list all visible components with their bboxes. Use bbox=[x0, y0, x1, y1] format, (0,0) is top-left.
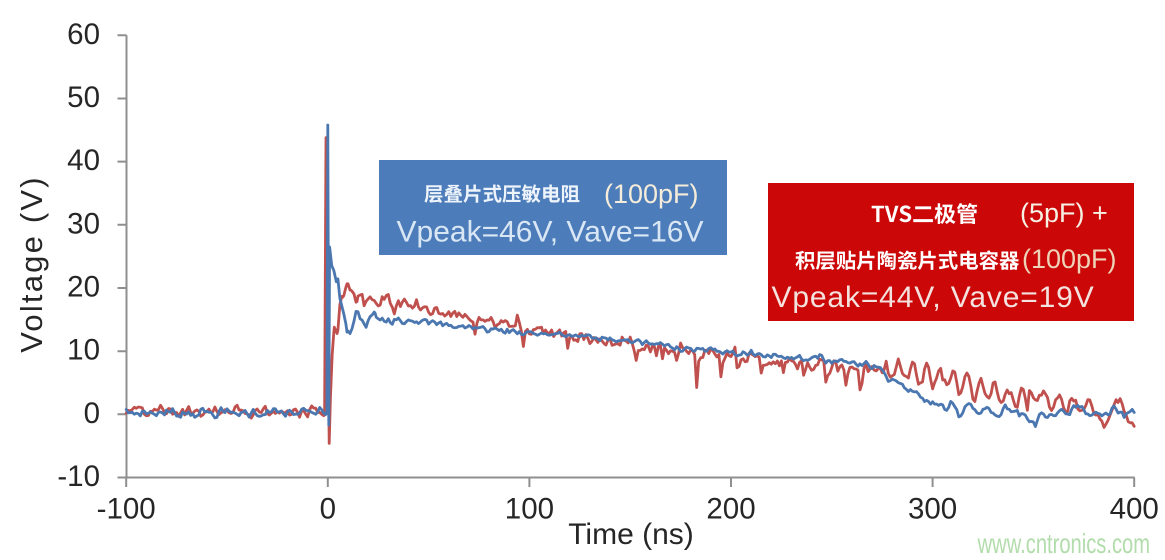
svg-text:-100: -100 bbox=[97, 493, 156, 526]
svg-text:Vpeak=44V, Vave=19V: Vpeak=44V, Vave=19V bbox=[772, 281, 1095, 314]
svg-text:Time (ns): Time (ns) bbox=[568, 518, 694, 551]
svg-text:20: 20 bbox=[67, 271, 100, 304]
svg-text:10: 10 bbox=[67, 334, 100, 367]
svg-text:-10: -10 bbox=[57, 460, 100, 493]
svg-text:(5pF) +: (5pF) + bbox=[1020, 198, 1108, 228]
svg-text:(100pF): (100pF) bbox=[1022, 244, 1117, 274]
svg-text:Voltage (V): Voltage (V) bbox=[14, 175, 49, 353]
svg-text:200: 200 bbox=[706, 493, 755, 526]
svg-text:0: 0 bbox=[84, 397, 100, 430]
svg-text:400: 400 bbox=[1110, 493, 1159, 526]
svg-text:100: 100 bbox=[505, 493, 554, 526]
svg-text:50: 50 bbox=[67, 81, 100, 114]
svg-text:60: 60 bbox=[67, 18, 100, 51]
svg-text:30: 30 bbox=[67, 207, 100, 240]
svg-text:300: 300 bbox=[908, 493, 957, 526]
svg-text:www.cntronics.com: www.cntronics.com bbox=[977, 529, 1150, 560]
svg-text:0: 0 bbox=[320, 493, 336, 526]
svg-text:(100pF): (100pF) bbox=[604, 179, 699, 209]
svg-text:Vpeak=46V, Vave=16V: Vpeak=46V, Vave=16V bbox=[397, 216, 704, 249]
svg-text:40: 40 bbox=[67, 144, 100, 177]
